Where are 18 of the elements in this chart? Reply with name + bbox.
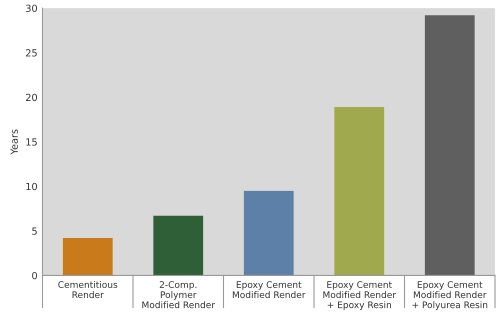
bar	[244, 190, 294, 276]
x-tick-label: Cementitious Render	[58, 281, 118, 298]
y-tick-label: 25	[26, 49, 37, 57]
y-tick-label: 5	[32, 228, 37, 235]
y-tick-label: 20	[26, 94, 37, 102]
x-tick-label: Epoxy Cement Modified Render	[232, 281, 306, 298]
y-tick-label: 15	[26, 138, 37, 146]
y-tick-label: 10	[26, 182, 37, 190]
bar	[334, 107, 384, 276]
x-tick-label: 2-Comp. Polymer Modified Render	[142, 281, 216, 308]
x-tick-label: Epoxy Cement Modified Render + Polyurea Resin	[412, 281, 488, 310]
y-tick-label: 30	[26, 4, 37, 12]
y-axis-title: Years	[10, 129, 18, 155]
bar	[424, 15, 475, 276]
bar	[62, 238, 113, 276]
x-tick-label: Epoxy Cement Modified Render + Epoxy Resin	[323, 281, 396, 310]
bar	[153, 216, 204, 276]
y-tick-label: 0	[32, 272, 37, 280]
